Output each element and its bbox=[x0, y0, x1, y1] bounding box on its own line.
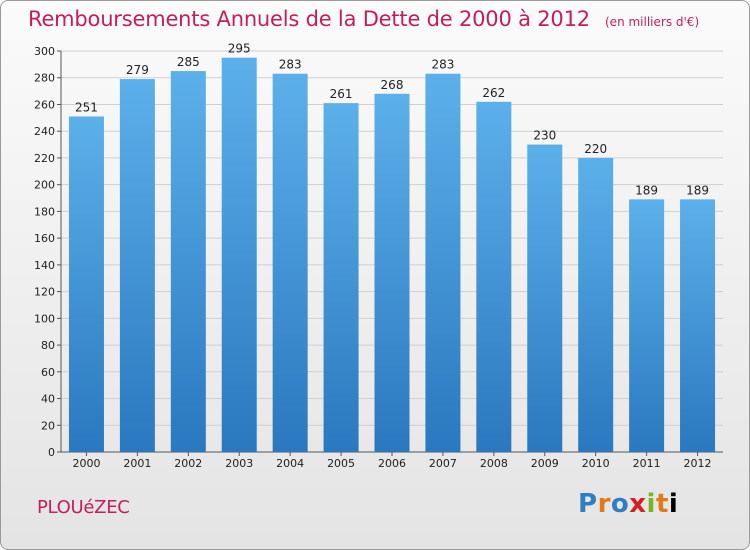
bar bbox=[527, 144, 563, 453]
logo-letter: i bbox=[668, 489, 679, 519]
logo-letter: r bbox=[597, 489, 611, 519]
bar bbox=[425, 73, 461, 453]
data-label: 268 bbox=[381, 78, 404, 92]
bar bbox=[680, 199, 716, 452]
title-unit: (en milliers d'€) bbox=[605, 15, 700, 29]
data-label: 189 bbox=[635, 183, 658, 197]
x-tick-label: 2010 bbox=[582, 457, 610, 470]
bar bbox=[578, 157, 614, 452]
x-tick-label: 2009 bbox=[531, 457, 559, 470]
y-tick-label: 300 bbox=[34, 45, 55, 58]
data-label: 230 bbox=[533, 129, 556, 143]
y-tick-label: 180 bbox=[34, 205, 55, 218]
y-tick-label: 40 bbox=[41, 393, 55, 406]
x-tick-label: 2011 bbox=[633, 457, 661, 470]
bar bbox=[170, 71, 206, 453]
logo-letter: t bbox=[655, 489, 669, 519]
y-tick-label: 260 bbox=[34, 98, 55, 111]
x-tick-label: 2012 bbox=[684, 457, 712, 470]
bars bbox=[68, 57, 716, 453]
data-label: 189 bbox=[686, 183, 709, 197]
title-main: Remboursements Annuels de la Dette de 20… bbox=[28, 7, 590, 31]
x-tick-label: 2008 bbox=[480, 457, 508, 470]
data-label: 285 bbox=[177, 55, 200, 69]
y-tick-label: 0 bbox=[48, 446, 55, 459]
bar bbox=[323, 103, 359, 452]
y-tick-label: 280 bbox=[34, 72, 55, 85]
logo-letter: o bbox=[610, 489, 630, 519]
bar bbox=[629, 199, 665, 452]
y-tick-label: 80 bbox=[41, 339, 55, 352]
y-tick-label: 100 bbox=[34, 312, 55, 325]
proxiti-logo: Proxiti bbox=[578, 489, 678, 519]
logo-letter: i bbox=[646, 489, 656, 519]
bar bbox=[68, 116, 104, 452]
bar bbox=[476, 101, 512, 452]
data-label: 261 bbox=[330, 87, 353, 101]
x-tick-label: 2005 bbox=[327, 457, 355, 470]
y-tick-label: 220 bbox=[34, 152, 55, 165]
x-tick-label: 2001 bbox=[123, 457, 151, 470]
x-tick-label: 2003 bbox=[225, 457, 253, 470]
chart-title: Remboursements Annuels de la Dette de 20… bbox=[28, 7, 699, 31]
bar bbox=[119, 79, 155, 452]
commune-name: PLOUéZEC bbox=[37, 497, 130, 518]
y-tick-label: 120 bbox=[34, 286, 55, 299]
data-label: 262 bbox=[482, 86, 505, 100]
x-tick-label: 2000 bbox=[72, 457, 100, 470]
data-label: 295 bbox=[228, 42, 251, 56]
data-label: 279 bbox=[126, 63, 149, 77]
x-tick-label: 2002 bbox=[174, 457, 202, 470]
y-tick-label: 20 bbox=[41, 419, 55, 432]
x-tick-label: 2006 bbox=[378, 457, 406, 470]
data-label: 283 bbox=[279, 58, 302, 72]
x-tick-label: 2004 bbox=[276, 457, 304, 470]
data-label: 251 bbox=[75, 100, 98, 114]
data-label: 220 bbox=[584, 142, 607, 156]
y-tick-label: 240 bbox=[34, 125, 55, 138]
labels: 251 2000 279 2001 285 2002 295 2003 283 2004 261 20… bbox=[72, 42, 711, 470]
logo-letter: P bbox=[578, 489, 598, 519]
bar bbox=[272, 73, 308, 453]
data-label: 283 bbox=[431, 58, 454, 72]
bar bbox=[374, 93, 410, 453]
y-tick-label: 200 bbox=[34, 179, 55, 192]
y-tick-label: 60 bbox=[41, 366, 55, 379]
x-tick-label: 2007 bbox=[429, 457, 457, 470]
axes: 0 20 40 60 80 100 120 140 160 180 200 220 240 260 280 3… bbox=[34, 45, 723, 459]
y-tick-label: 160 bbox=[34, 232, 55, 245]
logo-letter: x bbox=[629, 489, 647, 519]
bar bbox=[221, 57, 257, 452]
y-tick-label: 140 bbox=[34, 259, 55, 272]
